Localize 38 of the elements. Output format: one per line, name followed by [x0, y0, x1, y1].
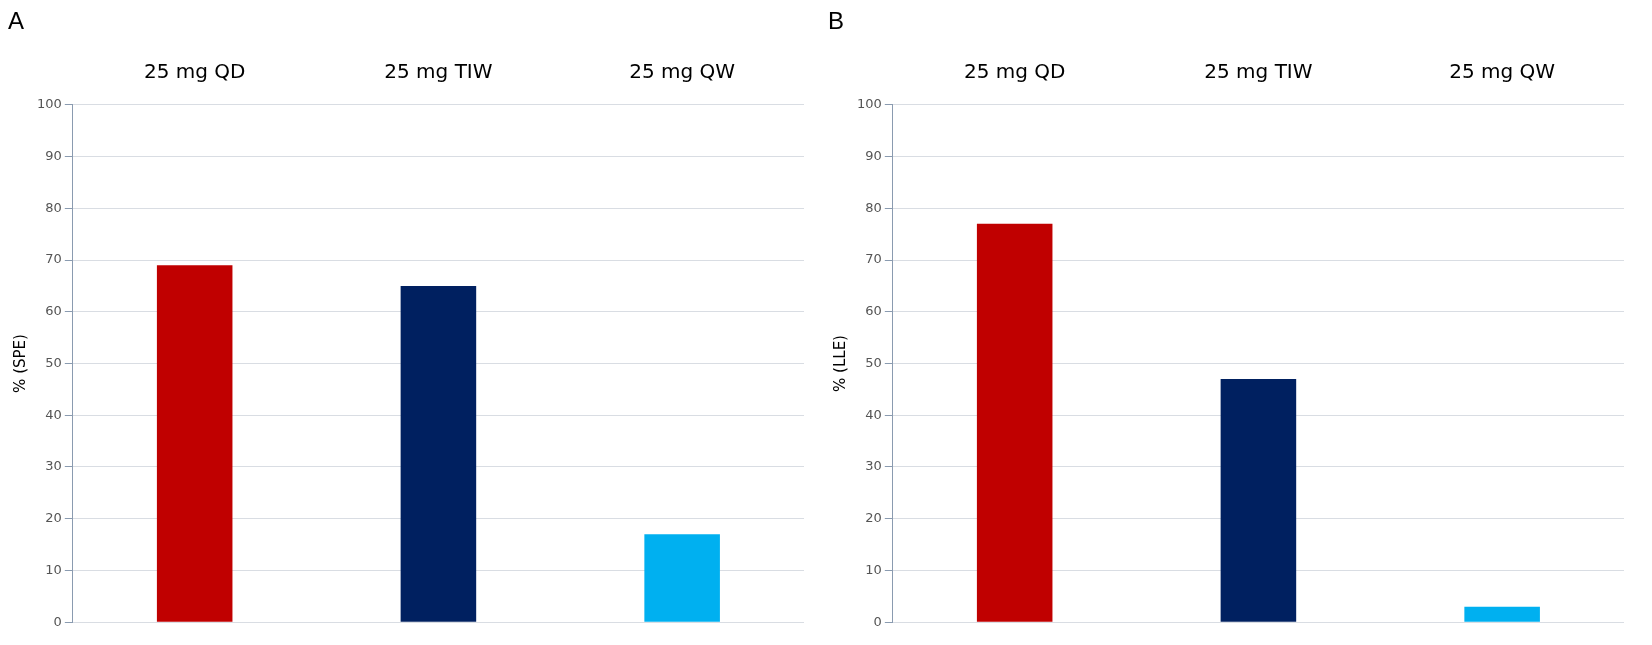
bar [1464, 606, 1540, 622]
y-tick-label: 90 [865, 147, 882, 163]
y-tick-label: 40 [865, 406, 882, 422]
y-axis-title: % (SPE) [10, 334, 29, 393]
y-tick-label: 30 [45, 458, 62, 474]
y-tick-label: 70 [45, 251, 62, 267]
x-tick-label: 25 mg QD [963, 59, 1066, 83]
chart-title: B [828, 7, 845, 35]
y-tick-label: 40 [45, 406, 62, 422]
bar [400, 285, 477, 622]
y-tick-label: 20 [865, 510, 882, 526]
chart-title: A [8, 7, 25, 35]
y-tick-label: 20 [45, 510, 62, 526]
y-tick-label: 10 [865, 561, 882, 577]
x-tick-label: 25 mg TIW [1204, 59, 1313, 83]
y-tick-label: 50 [45, 354, 62, 370]
y-tick-label: 60 [865, 303, 882, 319]
y-tick-label: 90 [45, 147, 62, 163]
bar [644, 534, 720, 622]
y-tick-label: 30 [865, 458, 882, 474]
y-tick-label: 10 [45, 561, 62, 577]
x-tick-label: 25 mg TIW [384, 59, 493, 83]
y-axis-title: % (LLE) [830, 335, 849, 392]
bar [156, 265, 233, 622]
y-tick-label: 60 [45, 303, 62, 319]
y-tick-label: 70 [865, 251, 882, 267]
y-tick-label: 80 [45, 199, 62, 215]
bar [976, 223, 1053, 622]
bar [1220, 379, 1297, 622]
y-tick-label: 0 [873, 613, 882, 629]
y-tick-label: 80 [865, 199, 882, 215]
x-tick-label: 25 mg QW [629, 59, 736, 83]
y-tick-label: 0 [53, 613, 62, 629]
x-tick-label: 25 mg QW [1449, 59, 1556, 83]
y-tick-label: 100 [36, 96, 62, 112]
x-tick-label: 25 mg QD [143, 59, 246, 83]
y-tick-label: 50 [865, 354, 882, 370]
y-tick-label: 100 [856, 96, 882, 112]
